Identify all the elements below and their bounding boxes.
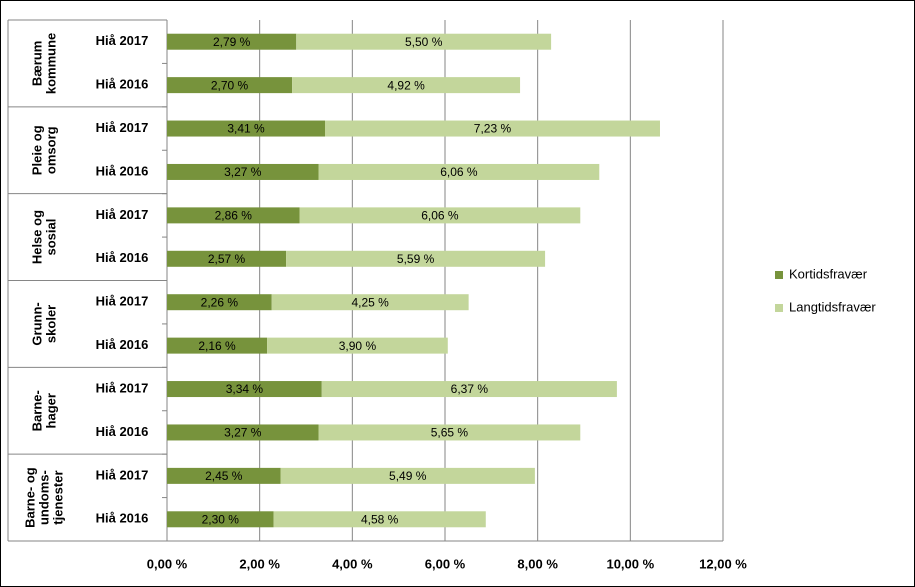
bar — [167, 511, 274, 528]
x-tick-label: 12,00 % — [699, 556, 747, 571]
bar — [167, 120, 325, 137]
value-label: 2,70 % — [211, 78, 249, 92]
group-label: Barne- — [29, 390, 44, 431]
group-label: tjenester — [50, 470, 65, 524]
bar — [299, 207, 581, 224]
x-tick-label: 0,00 % — [147, 556, 188, 571]
value-label: 3,34 % — [226, 382, 264, 396]
x-tick-label: 4,00 % — [332, 556, 373, 571]
bar — [286, 250, 546, 267]
bar — [292, 77, 521, 94]
legend-label: Kortidsfravær — [789, 266, 868, 281]
bar — [296, 33, 552, 50]
y-tick-label: Hiå 2016 — [96, 424, 149, 439]
x-tick-label: 2,00 % — [239, 556, 280, 571]
x-tick-label: 10,00 % — [606, 556, 654, 571]
bar — [324, 120, 660, 137]
value-label: 4,58 % — [361, 512, 399, 526]
bar — [318, 163, 600, 180]
value-label: 4,92 % — [387, 78, 425, 92]
y-tick-label: Hiå 2016 — [96, 250, 149, 265]
bar — [167, 163, 319, 180]
value-label: 2,86 % — [215, 209, 253, 223]
value-label: 2,57 % — [208, 252, 246, 266]
group-label: omsorg — [43, 126, 58, 174]
legend-label: Langtidsfravær — [789, 299, 876, 314]
value-label: 5,49 % — [389, 469, 427, 483]
y-tick-label: Hiå 2016 — [96, 163, 149, 178]
bar — [167, 294, 272, 311]
y-tick-label: Hiå 2017 — [96, 294, 149, 309]
group-label: Pleie og — [29, 125, 44, 175]
y-tick-label: Hiå 2017 — [96, 207, 149, 222]
value-label: 3,27 % — [224, 426, 262, 440]
value-label: 5,59 % — [397, 252, 435, 266]
value-label: 2,16 % — [198, 339, 236, 353]
bar — [167, 207, 300, 224]
y-tick-label: Hiå 2017 — [96, 467, 149, 482]
value-label: 2,79 % — [213, 35, 251, 49]
value-label: 3,90 % — [339, 339, 377, 353]
y-tick-label: Hiå 2017 — [96, 120, 149, 135]
y-tick-label: Hiå 2016 — [96, 511, 149, 526]
value-label: 3,27 % — [224, 165, 262, 179]
y-tick-label: Hiå 2017 — [96, 380, 149, 395]
bar — [167, 250, 287, 267]
value-label: 2,30 % — [202, 512, 240, 526]
group-label: kommune — [43, 33, 58, 94]
bar — [167, 424, 319, 441]
value-label: 6,06 % — [440, 165, 478, 179]
value-label: 6,37 % — [451, 382, 489, 396]
bar — [167, 381, 322, 398]
bar — [267, 337, 448, 354]
group-label: Grunn- — [29, 302, 44, 345]
bar — [167, 77, 293, 94]
value-label: 3,41 % — [227, 122, 265, 136]
value-label: 5,65 % — [431, 426, 469, 440]
y-tick-label: Hiå 2016 — [96, 337, 149, 352]
bar — [167, 337, 268, 354]
legend-swatch — [775, 304, 783, 312]
value-label: 7,23 % — [474, 122, 512, 136]
bar — [167, 467, 281, 484]
x-tick-label: 6,00 % — [425, 556, 466, 571]
value-label: 2,45 % — [205, 469, 243, 483]
value-label: 6,06 % — [421, 209, 459, 223]
group-label: Bærum — [29, 41, 44, 87]
group-label: hager — [43, 393, 58, 428]
group-label: skoler — [43, 305, 58, 343]
value-label: 5,50 % — [405, 35, 443, 49]
bar — [321, 381, 617, 398]
legend-swatch — [775, 271, 783, 279]
group-label: sosial — [43, 219, 58, 256]
bar — [271, 294, 469, 311]
bar — [167, 33, 297, 50]
bar — [273, 511, 486, 528]
bar — [318, 424, 581, 441]
value-label: 4,25 % — [351, 295, 389, 309]
group-label: undoms- — [36, 470, 51, 525]
group-label: Helse og — [29, 210, 44, 264]
x-tick-label: 8,00 % — [517, 556, 558, 571]
bar — [280, 467, 535, 484]
value-label: 2,26 % — [201, 295, 239, 309]
y-tick-label: Hiå 2017 — [96, 33, 149, 48]
y-tick-label: Hiå 2016 — [96, 77, 149, 92]
group-label: Barne- og — [22, 467, 37, 528]
